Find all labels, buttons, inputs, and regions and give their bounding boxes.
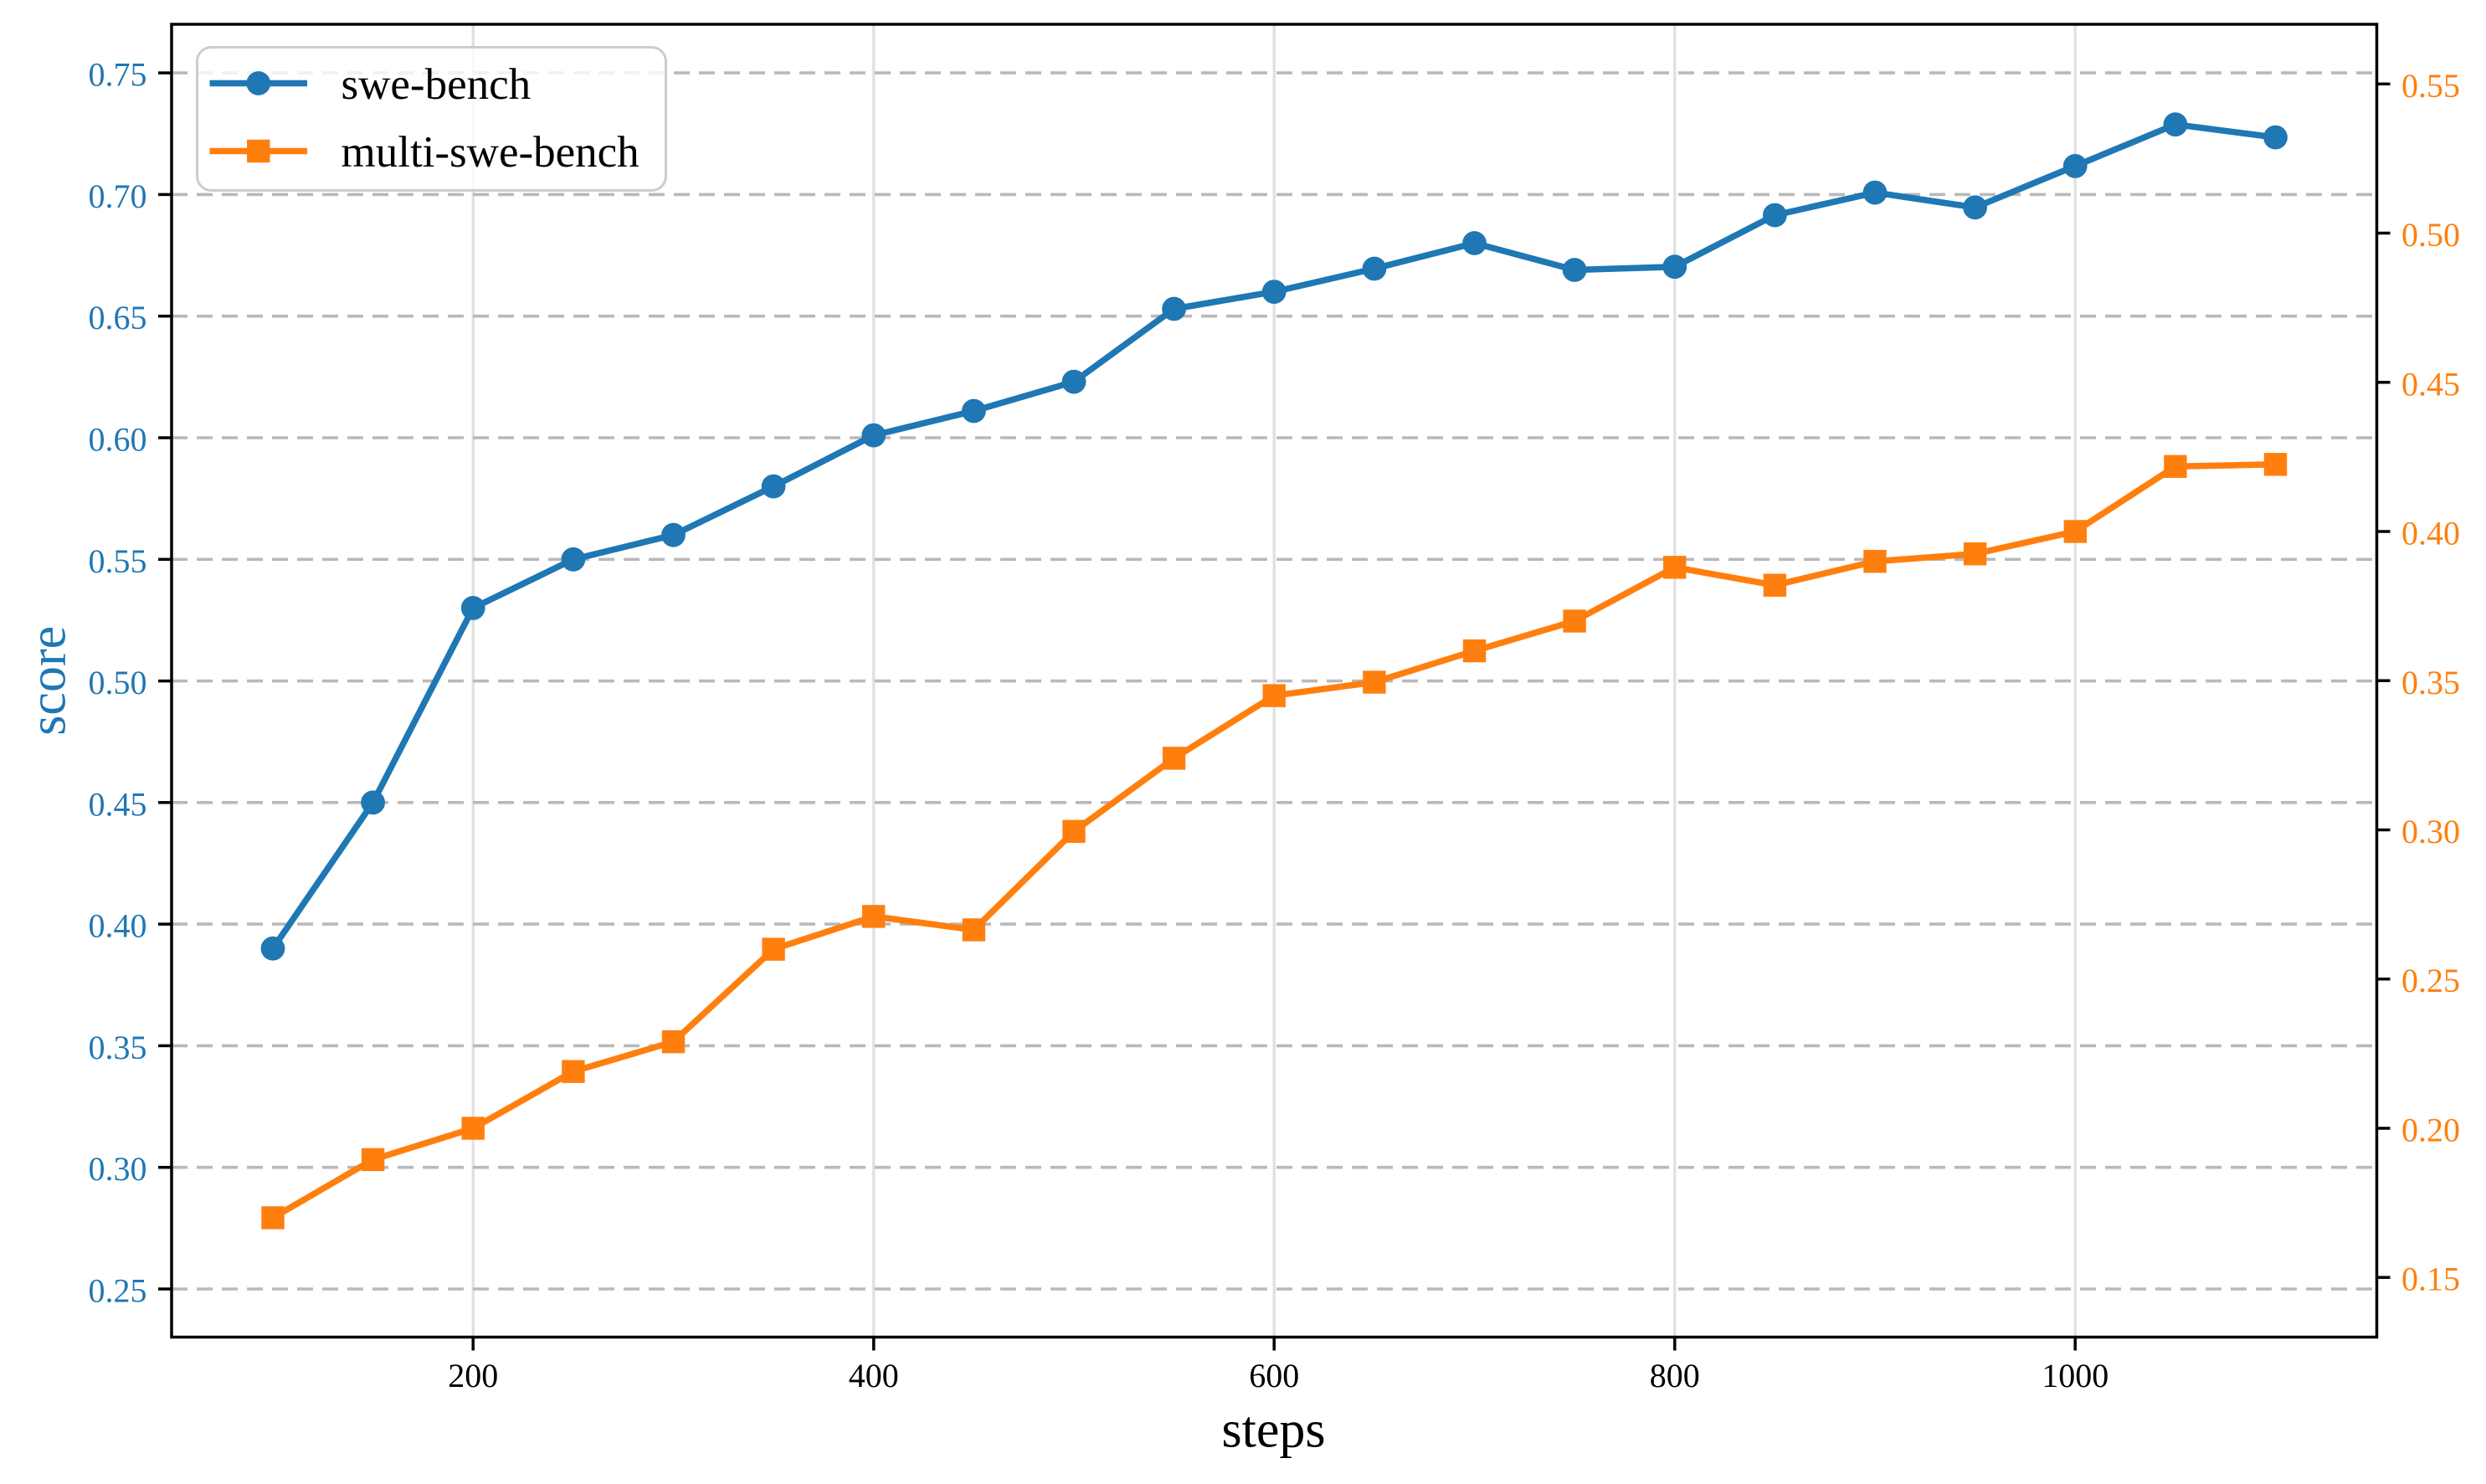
svg-text:0.65: 0.65 [89, 299, 147, 336]
svg-text:0.70: 0.70 [89, 177, 147, 215]
svg-text:600: 600 [1249, 1357, 1299, 1394]
svg-text:800: 800 [1650, 1357, 1700, 1394]
svg-text:multi-swe-bench: multi-swe-bench [342, 128, 639, 177]
svg-text:swe-bench: swe-bench [342, 60, 532, 109]
svg-text:0.60: 0.60 [89, 421, 147, 459]
svg-text:score: score [20, 626, 77, 736]
svg-text:0.45: 0.45 [89, 785, 147, 823]
svg-text:0.75: 0.75 [89, 56, 147, 94]
svg-text:1000: 1000 [2042, 1357, 2108, 1394]
svg-text:0.50: 0.50 [2401, 216, 2460, 254]
svg-text:0.25: 0.25 [89, 1272, 147, 1310]
svg-text:0.45: 0.45 [2401, 365, 2460, 403]
svg-text:0.40: 0.40 [2401, 515, 2460, 552]
svg-text:0.30: 0.30 [89, 1150, 147, 1188]
svg-text:0.55: 0.55 [89, 542, 147, 580]
svg-text:0.25: 0.25 [2401, 962, 2460, 999]
svg-text:200: 200 [448, 1357, 498, 1394]
svg-text:0.40: 0.40 [89, 907, 147, 945]
svg-text:0.30: 0.30 [2401, 813, 2460, 850]
svg-text:400: 400 [849, 1357, 899, 1394]
svg-text:0.35: 0.35 [2401, 664, 2460, 701]
svg-text:steps: steps [1222, 1402, 1326, 1459]
svg-text:0.50: 0.50 [89, 664, 147, 701]
svg-text:0.15: 0.15 [2401, 1261, 2460, 1298]
svg-text:0.55: 0.55 [2401, 67, 2460, 105]
svg-text:0.35: 0.35 [89, 1029, 147, 1066]
svg-text:0.20: 0.20 [2401, 1112, 2460, 1149]
